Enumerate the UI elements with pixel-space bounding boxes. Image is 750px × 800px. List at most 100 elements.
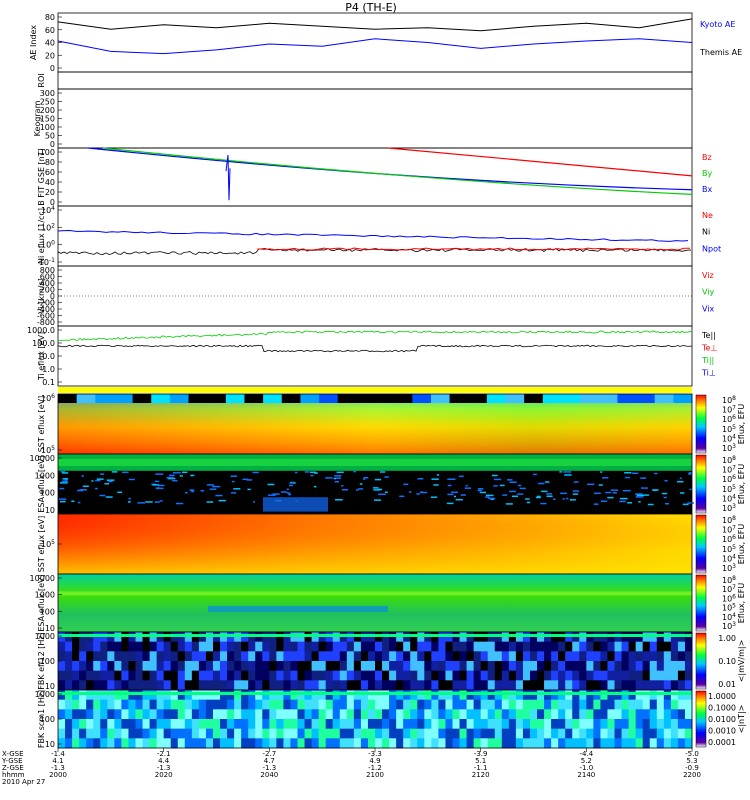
fbk_e-cell	[318, 661, 327, 672]
fbk_e-cell	[191, 641, 200, 652]
fbk_b-cell	[121, 709, 129, 720]
esa-e-speck	[533, 473, 537, 476]
fbk_e-cell	[551, 670, 559, 681]
fbk_e-cell	[663, 632, 672, 643]
fbk_e-cell	[276, 651, 284, 662]
fbk_e-cell	[515, 670, 524, 681]
fbk_e-cell	[642, 641, 651, 652]
fbk_b-cell	[487, 728, 496, 739]
fbk_b-cell	[163, 719, 172, 730]
fbk_b-cell	[191, 728, 200, 739]
fbk_e-cell	[269, 632, 277, 643]
fbk_b-cell	[600, 690, 608, 701]
fbk_e-cell	[170, 641, 179, 652]
cbar-tick: 107	[722, 584, 736, 594]
fbk_b-cell	[227, 738, 235, 749]
esa-e-speck	[335, 477, 341, 479]
fbk_b-cell	[670, 709, 679, 720]
fbk_e-cell	[255, 651, 263, 662]
fbk_e-cell	[403, 641, 411, 652]
fbk_e-cell	[663, 670, 672, 681]
fbk_b-cell	[227, 709, 235, 720]
fbk_b-cell	[177, 709, 186, 720]
fbk_e-cell	[607, 641, 616, 652]
fbk_e-cell	[487, 641, 496, 652]
bx-line	[87, 147, 693, 191]
fbk_b-cell	[241, 709, 249, 720]
fbk_b-cell	[65, 738, 73, 749]
fbk_e-cell	[262, 670, 270, 681]
fbk_b-cell	[107, 719, 115, 730]
panel-bfield	[57, 147, 693, 207]
esa-e-speck	[137, 502, 146, 504]
fbk_e-cell	[325, 680, 334, 691]
fbk_b-cell	[614, 719, 623, 730]
fbk_e-cell	[72, 651, 80, 662]
esa-e-speck	[96, 478, 104, 480]
esa-e-speck	[384, 491, 388, 494]
fbk_b-cell	[262, 738, 270, 749]
esa-e-speck	[477, 489, 482, 492]
fbk_b-cell	[438, 690, 446, 701]
sst-e-cell	[505, 394, 525, 403]
fbk_e-cell	[339, 670, 348, 681]
fbk_b-cell	[515, 719, 524, 730]
fbk_e-cell	[593, 651, 601, 662]
fbk_e-cell	[234, 661, 242, 672]
fbk_b-cell	[227, 719, 235, 730]
fbk_e-cell	[586, 670, 594, 681]
fbk_b-cell	[184, 699, 193, 710]
fbk_b-cell	[346, 699, 355, 710]
fbk_b-cell	[262, 699, 270, 710]
fbk_b-cell	[72, 709, 80, 720]
fbk_e-cell	[684, 670, 693, 681]
fbk_e-cell	[121, 670, 129, 681]
fbk_b-cell	[684, 699, 693, 710]
fbk_e-cell	[600, 632, 608, 643]
fbk_e-cell	[487, 670, 496, 681]
esa-e-speck	[447, 493, 454, 496]
ylabel-velocity: Vi [km/s]	[37, 278, 46, 314]
fbk_b-cell	[494, 719, 503, 730]
fbk_b-cell	[234, 699, 242, 710]
fbk_e-cell	[375, 661, 383, 672]
fbk_b-cell	[163, 690, 172, 701]
colorbar-fbk_b	[695, 690, 707, 748]
esa-e-speck	[267, 483, 275, 486]
fbk_e-cell	[614, 680, 623, 691]
fbk_b-cell	[107, 738, 115, 749]
fbk_b-cell	[417, 728, 425, 739]
fbk_e-cell	[501, 632, 510, 643]
fbk_e-cell	[501, 670, 510, 681]
esa-e-speck	[502, 494, 508, 496]
sst-e-cell	[580, 394, 600, 403]
fbk_e-cell	[149, 661, 158, 672]
fbk_e-cell	[121, 651, 129, 662]
fbk_b-cell	[537, 690, 545, 701]
fbk_e-cell	[262, 632, 270, 643]
ytick-velocity: -400	[37, 305, 55, 314]
fbk_b-cell	[198, 690, 207, 701]
fbk_b-cell	[227, 728, 235, 739]
fbk_e-cell	[360, 632, 369, 643]
fbk_e-cell	[529, 680, 538, 691]
ylabel-fbk_e: FBK eff12 [Hz]	[37, 632, 46, 690]
fbk_e-cell	[255, 632, 263, 643]
fbk_b-cell	[677, 690, 686, 701]
fbk_e-cell	[360, 651, 369, 662]
esa-e-speck	[607, 496, 614, 499]
fbk_e-cell	[177, 670, 186, 681]
fbk_b-cell	[607, 709, 616, 720]
fbk_e-cell	[128, 670, 136, 681]
footer-value: -2.1	[157, 750, 171, 758]
fbk_e-cell	[332, 641, 341, 652]
fbk_b-cell	[459, 690, 468, 701]
fbk_e-cell	[473, 680, 482, 691]
esa-e-speck	[105, 496, 113, 498]
esa-e-speck	[159, 500, 163, 502]
sst-e-top-row	[58, 394, 693, 403]
fbk_b-cell	[86, 738, 94, 749]
footer-value: 2000	[49, 771, 67, 779]
fbk_b-cell	[396, 709, 404, 720]
esa-e-speck	[605, 491, 611, 494]
